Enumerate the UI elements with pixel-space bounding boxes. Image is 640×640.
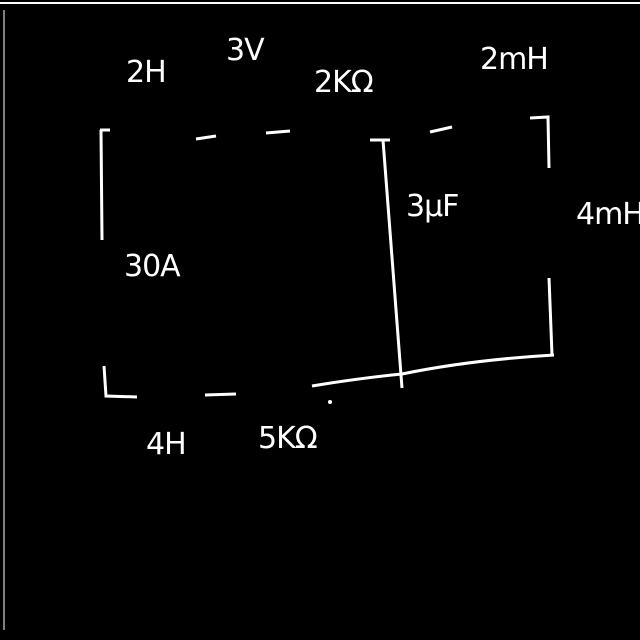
wire-middle-vertical — [381, 139, 404, 389]
wire-top-right-corner — [529, 115, 551, 169]
wire-left-vertical-top — [99, 129, 104, 241]
label-2k-ohm: 2KΩ — [314, 65, 374, 100]
label-4h-bottom: 4H — [146, 427, 187, 462]
wire-bottom-left-corner — [102, 365, 138, 399]
wire-bottom-dash — [204, 392, 237, 397]
wire-right-vertical-bottom — [547, 277, 554, 356]
wire-top-dash-4 — [429, 125, 453, 134]
wire-bottom-right — [311, 353, 555, 388]
label-2mh: 2mH — [480, 42, 549, 77]
label-3uf: 3μF — [406, 189, 459, 224]
label-30a: 30A — [124, 249, 181, 284]
wire-top-dash-1 — [195, 134, 217, 141]
wire-top-dash-2 — [265, 129, 291, 135]
label-4mh: 4mH — [576, 197, 640, 232]
label-3v: 3V — [226, 33, 265, 68]
label-5k-ohm: 5KΩ — [258, 421, 318, 456]
ink-dot — [328, 400, 332, 404]
label-2h-top: 2H — [126, 55, 167, 90]
